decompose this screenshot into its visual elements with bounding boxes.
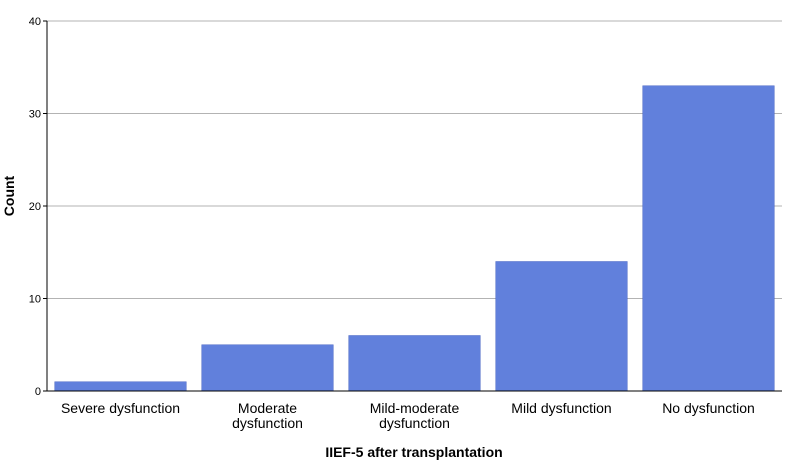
x-axis-title: IIEF-5 after transplantation — [325, 444, 502, 460]
y-tick-label: 40 — [29, 16, 41, 28]
x-category-label: Mild dysfunction — [511, 400, 611, 416]
bar — [495, 261, 628, 392]
bar — [54, 381, 187, 392]
y-axis-title: Count — [1, 175, 17, 216]
x-category-label: Moderate — [238, 400, 297, 416]
bar — [642, 85, 775, 392]
y-tick-label: 0 — [35, 386, 41, 398]
x-category-label: dysfunction — [232, 415, 303, 431]
y-tick-label: 30 — [29, 109, 41, 121]
bar — [348, 335, 481, 392]
x-category-label: dysfunction — [379, 415, 450, 431]
y-tick-label: 10 — [29, 294, 41, 306]
bar — [201, 344, 334, 392]
x-axis-categories: Severe dysfunction ModeratedysfunctionMil… — [61, 400, 755, 431]
bars — [54, 85, 775, 392]
x-category-label: No dysfunction — [662, 400, 755, 416]
y-axis-ticks: 0 10 20 30 40 — [29, 16, 47, 398]
x-category-label: Severe dysfunction — [61, 400, 180, 416]
x-category-label: Mild-moderate — [370, 400, 460, 416]
y-tick-label: 20 — [29, 201, 41, 213]
